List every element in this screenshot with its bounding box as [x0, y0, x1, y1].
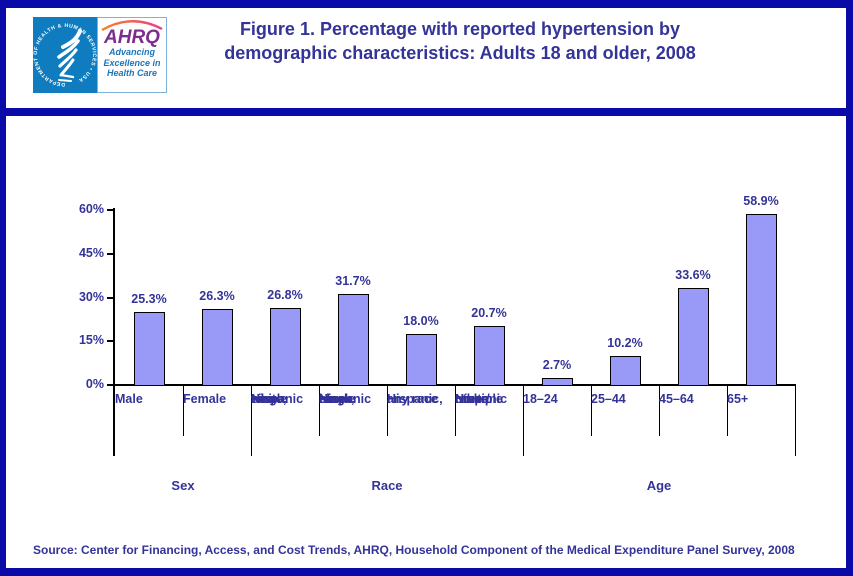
y-axis-tick-label: 0% [85, 377, 104, 391]
group-label: Sex [171, 478, 195, 493]
bar-value-label: 26.3% [199, 289, 235, 304]
category-separator [183, 386, 184, 436]
bar-value-label: 33.6% [675, 268, 711, 282]
category-label-line: race [251, 392, 277, 406]
category-label-line: Non- [251, 392, 280, 406]
figure-title-line2: demographic characteristics: Adults 18 a… [224, 43, 696, 63]
source-note: Source: Center for Financing, Access, an… [33, 543, 795, 557]
category-label-line: Hispanic [251, 392, 304, 406]
category-label-line: single [319, 392, 356, 406]
ahrq-tagline: Advancing Excellence in Health Care [103, 47, 160, 79]
category-label-line: black, [319, 392, 355, 406]
bar-value-label: 25.3% [131, 292, 167, 307]
y-axis-tick [107, 252, 114, 255]
y-axis-tick-label: 30% [78, 289, 104, 304]
category-label-line: Hispanic [319, 392, 372, 406]
bar [269, 307, 301, 386]
category-label-line: 65+ [727, 392, 749, 406]
bar-value-label: 10.2% [607, 336, 643, 351]
bar-value-label: 18.0% [403, 313, 439, 328]
category-separator [251, 386, 252, 456]
category-label-line: white, [251, 392, 287, 406]
bar [677, 288, 709, 386]
hhs-seal: DEPARTMENT OF HEALTH & HUMAN SERVICES • … [33, 17, 97, 93]
bar-value-label: 26.8% [267, 287, 303, 302]
bar [133, 312, 165, 386]
x-axis-line [113, 384, 796, 386]
category-separator [795, 386, 796, 456]
y-axis-tick [107, 209, 114, 211]
bar [745, 214, 777, 386]
category-label-line: race [319, 392, 345, 406]
y-axis-line [113, 208, 115, 456]
category-label-line: any race [387, 392, 438, 406]
category-label-line: Non- [455, 392, 484, 406]
category-label-line: 25–44 [591, 392, 626, 406]
category-separator [591, 386, 592, 436]
category-label-line: Hispanic, [387, 392, 443, 406]
ahrq-tagline-line1: Advancing [108, 47, 155, 57]
category-separator [523, 386, 524, 456]
bar-value-label: 31.7% [335, 273, 371, 288]
figure-title: Figure 1. Percentage with reported hyper… [150, 17, 770, 65]
y-axis-tick [107, 296, 114, 299]
group-label: Age [646, 478, 672, 493]
y-axis-tick-label: 15% [78, 333, 104, 348]
hhs-eagle-strokes [57, 29, 82, 82]
bar [337, 293, 369, 386]
y-axis-tick-label: 45% [78, 245, 104, 260]
category-label-line: single [251, 392, 288, 406]
ahrq-wordmark: AHRQ [104, 27, 160, 48]
hhs-ahrq-logo: DEPARTMENT OF HEALTH & HUMAN SERVICES • … [33, 17, 167, 93]
ahrq-tagline-line3: Health Care [106, 68, 157, 78]
bar [609, 356, 641, 386]
category-label-line: Non- [319, 392, 348, 406]
hhs-eagle-icon: DEPARTMENT OF HEALTH & HUMAN SERVICES • … [33, 23, 97, 87]
bar-value-label: 2.7% [542, 358, 572, 373]
category-separator [387, 386, 388, 436]
ahrq-swoosh-icon [101, 20, 163, 31]
group-label: Race [371, 478, 403, 493]
y-axis-tick-label: 60% [78, 202, 104, 216]
category-label-line: multiple [455, 392, 503, 406]
category-label-line: other/ [455, 392, 490, 406]
category-label-line: Male [115, 392, 143, 406]
header-divider-bar [0, 108, 853, 116]
bar [201, 309, 233, 386]
bar [473, 325, 505, 386]
category-separator [455, 386, 456, 436]
category-separator [727, 386, 728, 436]
category-label-line: Hispanic [455, 392, 508, 406]
category-label-line: Female [183, 392, 227, 406]
bar [541, 378, 573, 386]
bar-value-label: 58.9% [743, 194, 779, 209]
bar [405, 333, 437, 386]
category-separator [319, 386, 320, 436]
category-label-line: 18–24 [523, 392, 558, 406]
category-label-line: races [455, 392, 488, 406]
bar-value-label: 20.7% [471, 305, 507, 320]
category-separator [659, 386, 660, 436]
figure-title-line1: Figure 1. Percentage with reported hyper… [239, 19, 681, 39]
ahrq-logo: AHRQ Advancing Excellence in Health Care [97, 17, 167, 93]
y-axis-tick [107, 384, 114, 386]
ahrq-tagline-line2: Excellence in [103, 57, 161, 68]
category-label-line: 45–64 [659, 392, 694, 406]
y-axis-tick [107, 340, 114, 343]
